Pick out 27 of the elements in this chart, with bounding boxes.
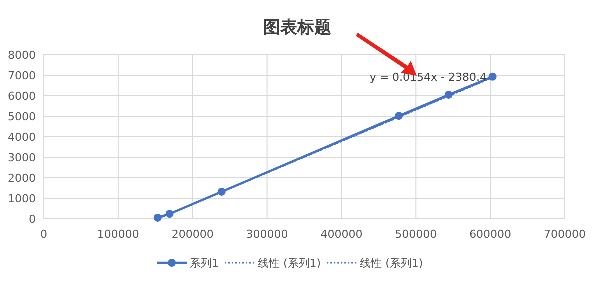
legend-label: 系列1: [190, 257, 219, 270]
y-tick-label: 1000: [8, 192, 36, 206]
point: [166, 210, 174, 218]
y-tick-label: 7000: [8, 70, 36, 82]
y-tick-label: 5000: [8, 110, 36, 124]
x-tick-label: 500000: [395, 228, 438, 241]
y-tick-label: 3000: [8, 152, 36, 164]
y-tick-label: 0: [29, 213, 36, 226]
point: [154, 214, 162, 222]
x-tick-label: 200000: [172, 228, 214, 241]
x-tick-label: 300000: [246, 228, 288, 241]
x-tick-label: 600000: [470, 228, 512, 241]
y-tick-label: 8000: [8, 49, 36, 62]
x-tick-label: 400000: [320, 228, 363, 241]
y-tick-label: 6000: [8, 90, 36, 103]
x-tick-label: 0: [40, 228, 48, 241]
legend-label: 线性 (系列1): [258, 257, 322, 270]
x-tick-label: 700000: [544, 228, 586, 241]
point: [395, 112, 404, 120]
chart-title: 图表标题: [264, 18, 332, 38]
point: [444, 90, 453, 99]
point: [488, 72, 497, 81]
point: [218, 188, 226, 196]
x-tick-label: 100000: [97, 228, 140, 241]
legend-label: 线性 (系列1): [360, 257, 424, 270]
y-tick-label: 2000: [8, 172, 36, 185]
y-tick-label: 4000: [8, 131, 36, 144]
